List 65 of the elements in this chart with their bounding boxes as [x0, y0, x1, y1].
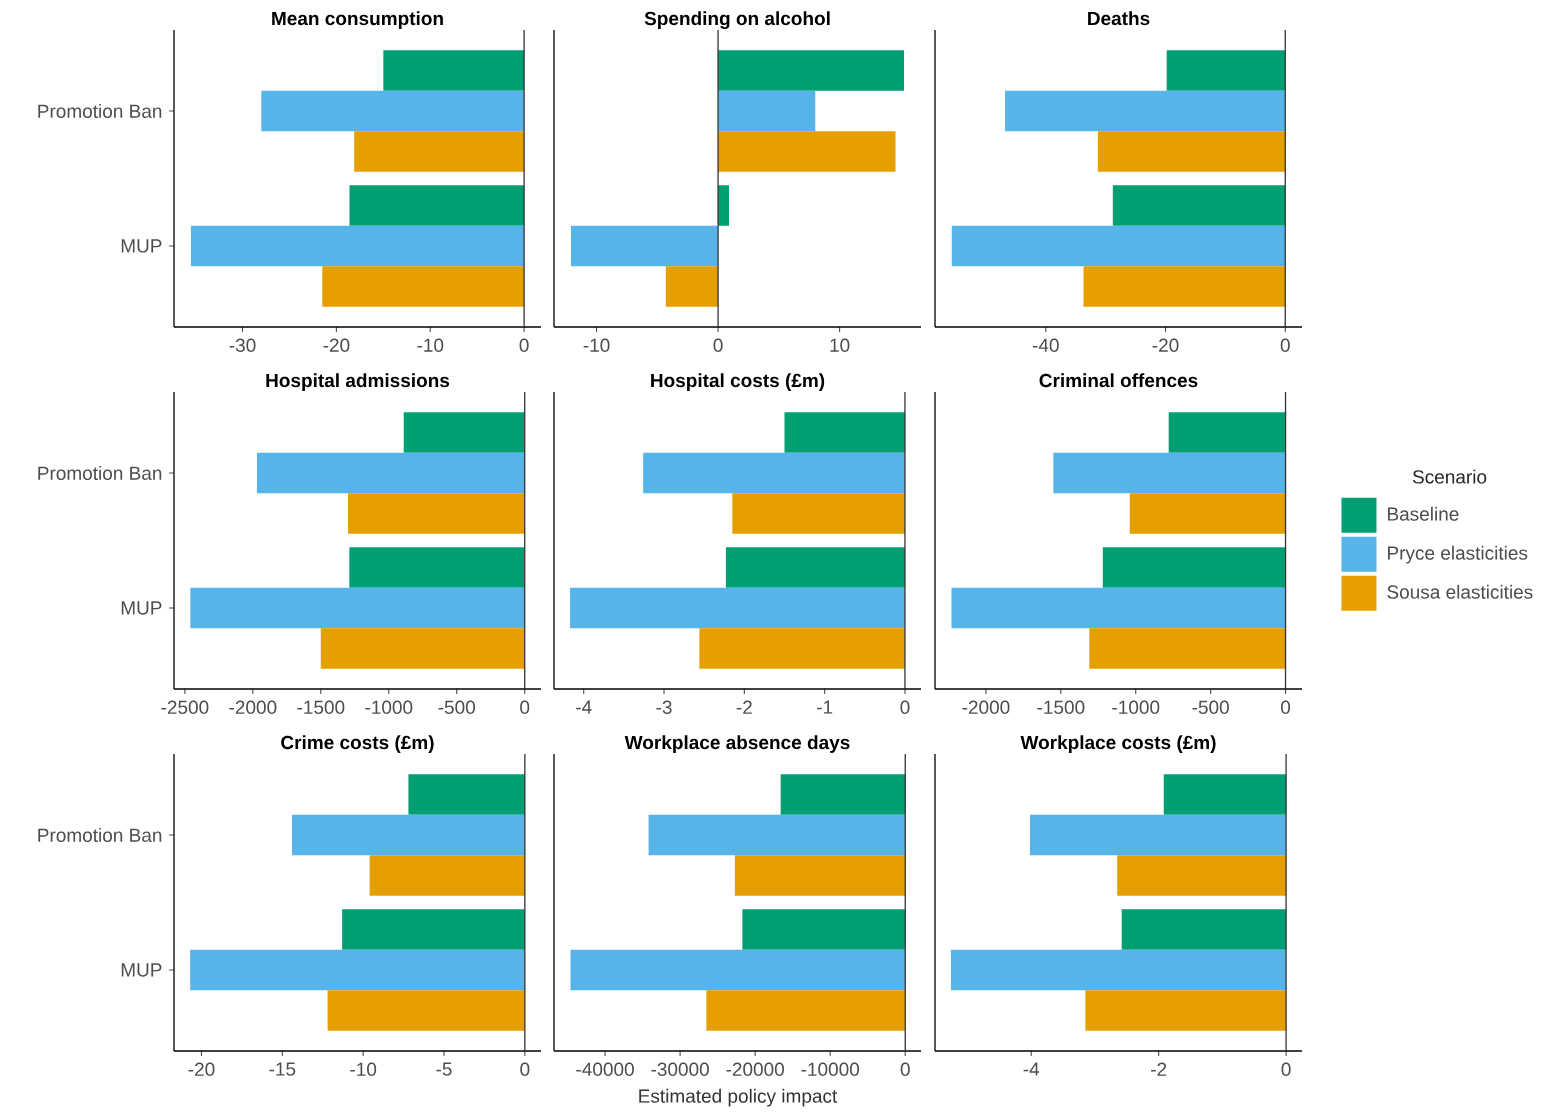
x-tick-label: -20 — [188, 1062, 215, 1076]
y-tick-label: Promotion Ban — [38, 104, 162, 118]
chart-title: Spending on alcohol — [644, 11, 830, 30]
bar — [718, 90, 816, 132]
x-tick-label: 0 — [1281, 1062, 1291, 1076]
x-tick-label: -500 — [438, 700, 475, 714]
x-tick-label: -1500 — [1037, 700, 1085, 714]
legend-title: Scenario — [1412, 469, 1487, 484]
x-tick-label: -1 — [817, 700, 833, 714]
x-tick-label: -3 — [656, 700, 672, 714]
chart-title: Crime costs (£m) — [281, 735, 434, 753]
x-tick-label: -2 — [736, 700, 752, 714]
x-tick-label: -5 — [436, 1062, 452, 1076]
x-tick-label: -20000 — [726, 1062, 784, 1076]
bar — [718, 131, 896, 172]
bar — [718, 185, 729, 226]
x-tick-label: -1500 — [297, 700, 345, 714]
x-tick-label: 0 — [900, 1062, 910, 1076]
legend-label: Baseline — [1388, 506, 1459, 521]
y-tick-label: MUP — [121, 239, 162, 253]
x-tick-label: 0 — [713, 338, 723, 352]
x-axis-title: Estimated policy impact — [639, 1088, 838, 1107]
x-tick-label: 10 — [830, 338, 850, 352]
y-tick-label: MUP — [121, 963, 162, 977]
x-tick-label: 0 — [1281, 700, 1291, 714]
x-tick-label: -2000 — [962, 700, 1010, 714]
x-tick-label: -1000 — [365, 700, 413, 714]
x-tick-label: -10 — [417, 338, 444, 352]
x-tick-label: -20 — [323, 338, 350, 352]
x-tick-label: -40 — [1032, 338, 1059, 352]
chart-title: Criminal offences — [1039, 373, 1198, 388]
chart-title: Hospital costs (£m) — [651, 373, 825, 391]
x-tick-label: -500 — [1192, 700, 1229, 714]
bar — [665, 266, 719, 307]
x-tick-label: -20 — [1152, 338, 1179, 352]
bar — [571, 225, 719, 267]
legend-label: Pryce elasticities — [1388, 545, 1528, 564]
chart-title: Deaths — [1088, 11, 1150, 26]
chart-title: Hospital admissions — [266, 373, 450, 391]
x-tick-label: -15 — [269, 1062, 296, 1076]
x-tick-label: -40000 — [576, 1062, 634, 1076]
x-tick-label: 0 — [1280, 338, 1290, 352]
x-tick-label: -1000 — [1112, 700, 1160, 714]
bar — [718, 50, 904, 91]
x-tick-label: 0 — [519, 338, 529, 352]
x-tick-label: -4 — [1023, 1062, 1040, 1076]
x-tick-label: 0 — [520, 1062, 530, 1076]
y-tick-label: Promotion Ban — [38, 466, 162, 480]
x-tick-label: 0 — [900, 700, 910, 714]
legend-label: Sousa elasticities — [1387, 584, 1533, 599]
y-tick-label: Promotion Ban — [38, 828, 162, 842]
chart-title: Workplace absence days — [624, 735, 850, 753]
chart-title: Mean consumption — [272, 11, 443, 29]
x-tick-label: -10 — [350, 1062, 377, 1076]
x-tick-label: -2 — [1151, 1062, 1167, 1076]
x-tick-label: -10 — [583, 338, 610, 352]
x-tick-label: -10000 — [801, 1062, 860, 1076]
x-tick-label: 0 — [520, 700, 530, 714]
x-tick-label: -30000 — [651, 1062, 709, 1076]
x-tick-label: -4 — [576, 700, 592, 714]
y-tick-label: MUP — [121, 601, 162, 615]
x-tick-label: -2500 — [161, 700, 209, 714]
x-tick-label: -2000 — [229, 700, 277, 714]
chart-title: Workplace costs (£m) — [1020, 735, 1216, 753]
x-tick-label: -30 — [229, 338, 256, 352]
